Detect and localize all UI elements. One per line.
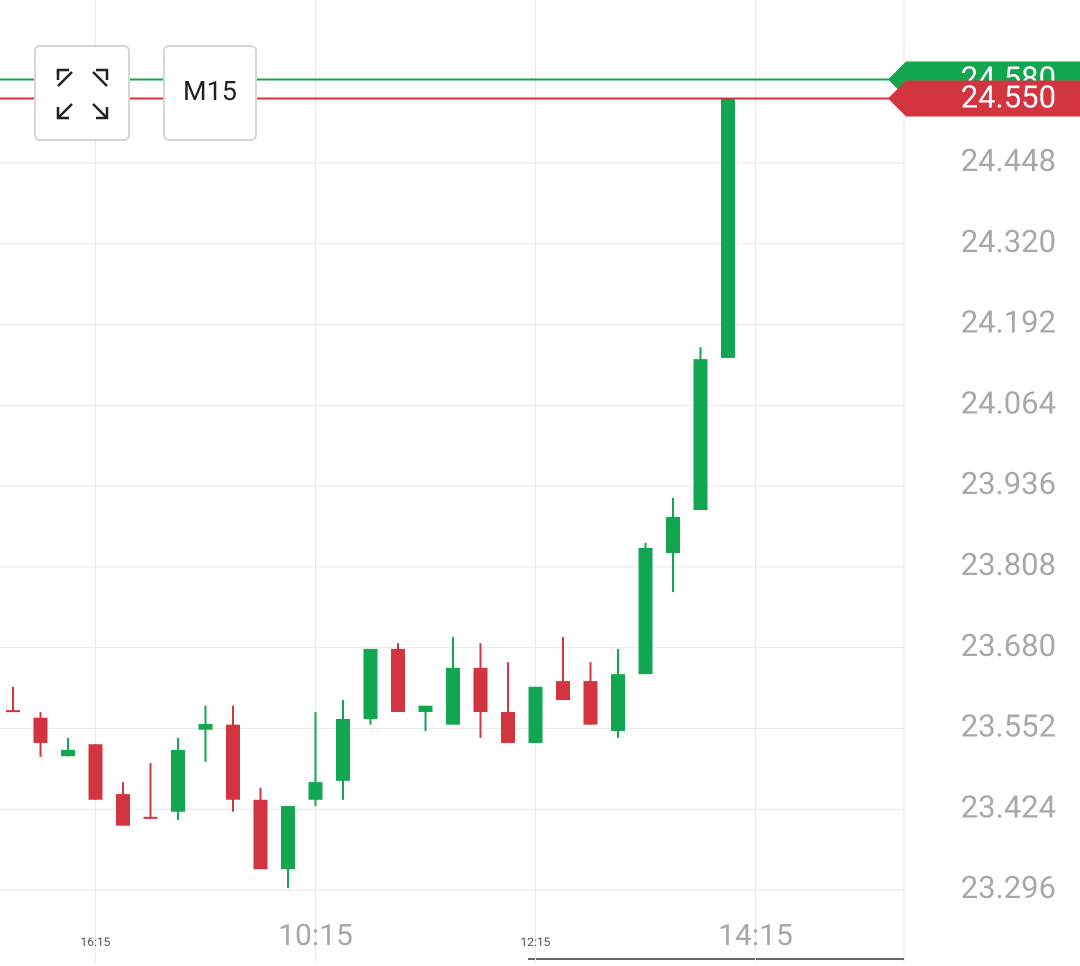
y-tick-label: 23.296 bbox=[961, 869, 1056, 906]
x-tick-label: 14:15 bbox=[718, 918, 793, 953]
candle-body bbox=[611, 674, 625, 731]
candle-body bbox=[638, 547, 653, 675]
candle-body bbox=[501, 712, 515, 743]
candle-body bbox=[116, 794, 130, 826]
candle-body bbox=[666, 516, 680, 553]
candle-body bbox=[528, 686, 543, 743]
candle-body bbox=[693, 359, 708, 511]
y-tick-label: 24.064 bbox=[961, 384, 1056, 421]
y-tick-label: 23.808 bbox=[961, 546, 1056, 583]
expand-icon bbox=[56, 68, 109, 120]
x-tick-label: 12:15 bbox=[521, 935, 551, 949]
y-tick-label: 24.320 bbox=[961, 223, 1056, 260]
candle-body bbox=[226, 724, 240, 800]
y-tick-label: 24.192 bbox=[961, 304, 1056, 341]
y-tick-label: 24.448 bbox=[961, 142, 1056, 179]
candle-body bbox=[363, 648, 378, 719]
candle-body bbox=[336, 718, 350, 781]
candle-body bbox=[446, 667, 460, 725]
candle-body bbox=[473, 667, 488, 713]
y-tick-label: 23.552 bbox=[961, 708, 1056, 745]
candle-body bbox=[556, 681, 570, 701]
candle-body bbox=[88, 744, 103, 800]
candle-body bbox=[418, 705, 433, 713]
candle-body bbox=[308, 782, 323, 800]
y-tick-label: 23.680 bbox=[961, 627, 1056, 664]
grid: 23.296 23.424 23.552 23.680 23.808 23.936 24.0… bbox=[0, 0, 1056, 962]
x-tick-label: 10:15 bbox=[278, 918, 353, 953]
candle-body bbox=[583, 681, 598, 725]
price-tag bbox=[888, 80, 1080, 117]
candles bbox=[6, 98, 735, 889]
candle-body bbox=[721, 98, 735, 358]
candle-body bbox=[171, 749, 185, 812]
expand-button[interactable] bbox=[34, 45, 130, 141]
y-tick-label: 23.936 bbox=[961, 465, 1056, 502]
timeframe-button[interactable]: M15 bbox=[163, 45, 257, 141]
candle-body bbox=[198, 724, 213, 730]
candle-body bbox=[391, 648, 405, 713]
timeframe-label: M15 bbox=[183, 75, 237, 107]
candle-body bbox=[61, 749, 75, 757]
candle-body bbox=[281, 806, 295, 870]
candle-body bbox=[143, 816, 158, 819]
candle-body bbox=[6, 710, 20, 713]
price-tag-label: 24.550 bbox=[961, 79, 1056, 116]
candle-body bbox=[33, 717, 48, 743]
y-tick-label: 23.424 bbox=[961, 788, 1056, 825]
candle-body bbox=[253, 799, 268, 870]
x-tick-label: 16:15 bbox=[81, 935, 111, 949]
